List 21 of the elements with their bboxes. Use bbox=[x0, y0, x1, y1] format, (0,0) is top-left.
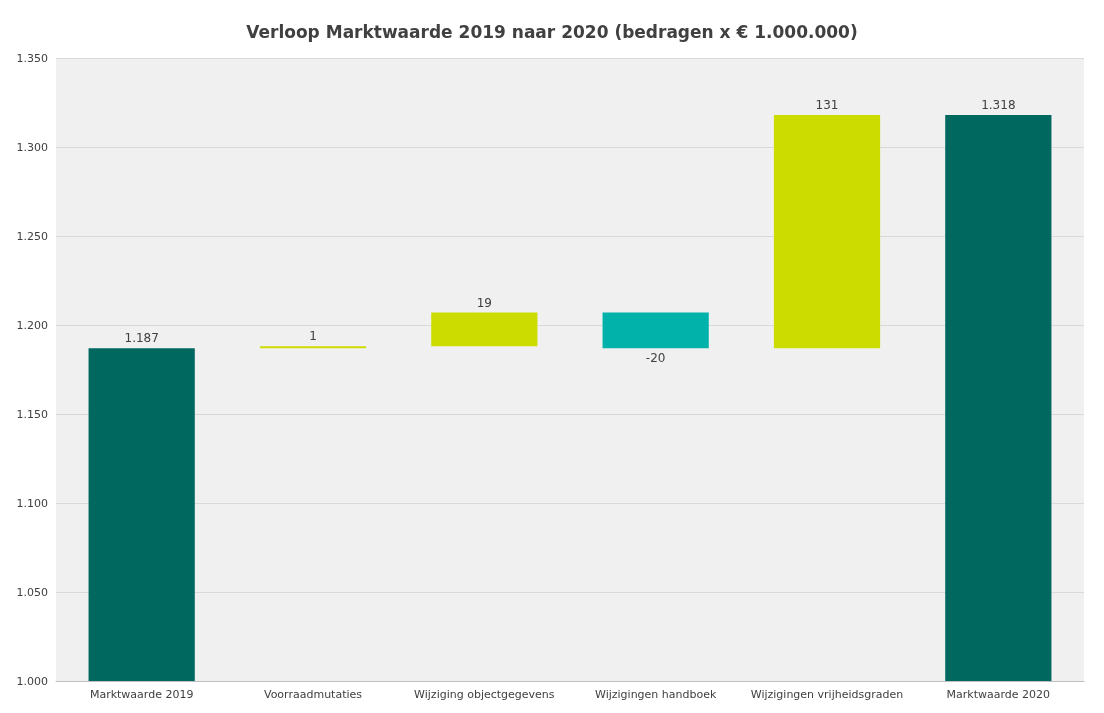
data-label: 19 bbox=[476, 295, 492, 310]
y-tick-label: 1.100 bbox=[16, 496, 48, 510]
x-tick-label: Wijzigingen handboek bbox=[595, 688, 717, 701]
y-tick-label: 1.250 bbox=[16, 229, 48, 243]
y-tick-label: 1.000 bbox=[16, 674, 48, 688]
x-tick-label: Voorraadmutaties bbox=[263, 688, 363, 701]
y-tick-label: 1.300 bbox=[16, 140, 48, 154]
y-tick-label: 1.150 bbox=[16, 407, 48, 421]
x-tick-label: Marktwaarde 2019 bbox=[89, 688, 194, 701]
data-label: 1 bbox=[309, 329, 317, 344]
y-tick-label: 1.200 bbox=[16, 318, 48, 332]
x-tick-label: Marktwaarde 2020 bbox=[946, 688, 1051, 701]
data-label: -20 bbox=[645, 351, 666, 366]
data-label: 131 bbox=[815, 97, 839, 112]
data-label: 1.318 bbox=[981, 97, 1016, 112]
x-tick-label: Wijziging objectgegevens bbox=[414, 688, 555, 701]
data-label: 1.187 bbox=[124, 331, 159, 346]
x-tick-label: Wijzigingen vrijheidsgraden bbox=[750, 688, 904, 701]
y-tick-label: 1.050 bbox=[16, 585, 48, 599]
chart-title: Verloop Marktwaarde 2019 naar 2020 (bedragen x € 1.000.000) bbox=[246, 21, 858, 42]
y-tick-label: 1.350 bbox=[16, 51, 48, 65]
